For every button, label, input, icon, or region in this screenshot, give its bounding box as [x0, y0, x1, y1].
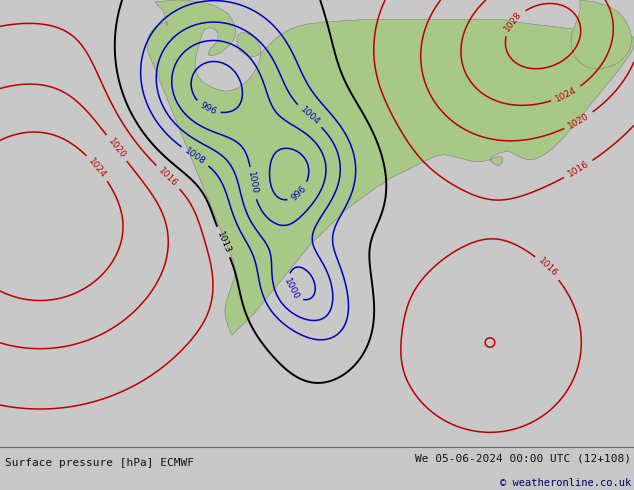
Text: 1020: 1020 [106, 136, 127, 160]
Text: 1016: 1016 [566, 160, 590, 179]
Text: 1013: 1013 [215, 230, 232, 254]
Polygon shape [571, 0, 632, 69]
Text: 1028: 1028 [503, 10, 524, 33]
Text: 1016: 1016 [157, 166, 179, 189]
Polygon shape [147, 0, 634, 335]
Text: 1020: 1020 [567, 111, 591, 130]
Text: 1016: 1016 [536, 256, 559, 279]
Text: 996: 996 [198, 101, 217, 117]
Text: 1024: 1024 [87, 156, 108, 180]
Text: 1004: 1004 [298, 105, 321, 127]
Text: Surface pressure [hPa] ECMWF: Surface pressure [hPa] ECMWF [5, 458, 194, 468]
Text: 996: 996 [290, 184, 309, 202]
Text: We 05-06-2024 00:00 UTC (12+108): We 05-06-2024 00:00 UTC (12+108) [415, 453, 631, 463]
Text: 1024: 1024 [554, 85, 578, 103]
Text: © weatheronline.co.uk: © weatheronline.co.uk [500, 478, 631, 488]
Text: 1000: 1000 [246, 171, 259, 195]
Text: 1008: 1008 [183, 146, 207, 167]
Text: 1000: 1000 [282, 277, 301, 302]
